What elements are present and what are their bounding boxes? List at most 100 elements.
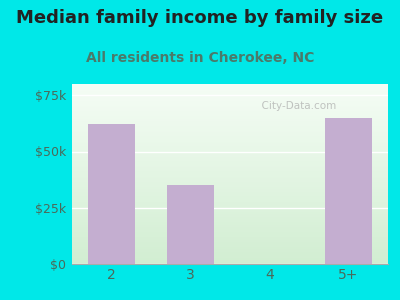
Bar	[72, 88, 388, 89]
Bar	[72, 148, 388, 149]
Bar	[72, 100, 388, 101]
Bar	[72, 227, 388, 228]
Bar	[72, 263, 388, 264]
Bar	[72, 130, 388, 131]
Bar	[72, 198, 388, 199]
Bar	[72, 151, 388, 152]
Bar	[72, 206, 388, 207]
Bar	[72, 191, 388, 192]
Bar	[72, 243, 388, 244]
Bar	[72, 259, 388, 260]
Bar	[72, 189, 388, 190]
Bar	[72, 209, 388, 210]
Bar	[72, 108, 388, 109]
Bar	[72, 160, 388, 161]
Bar	[72, 159, 388, 160]
Bar	[72, 134, 388, 135]
Bar	[72, 193, 388, 194]
Bar	[72, 196, 388, 197]
Bar	[167, 185, 214, 264]
Bar	[72, 181, 388, 182]
Bar	[72, 255, 388, 256]
Bar	[72, 98, 388, 99]
Bar	[72, 252, 388, 253]
Bar	[72, 237, 388, 238]
Bar	[72, 247, 388, 248]
Bar	[72, 217, 388, 218]
Bar	[72, 94, 388, 95]
Bar	[72, 199, 388, 200]
Bar	[72, 235, 388, 236]
Bar	[72, 169, 388, 170]
Bar	[72, 115, 388, 116]
Bar	[72, 182, 388, 183]
Bar	[72, 111, 388, 112]
Bar	[72, 207, 388, 208]
Bar	[72, 260, 388, 261]
Bar	[72, 132, 388, 133]
Bar	[72, 138, 388, 139]
Bar	[72, 173, 388, 174]
Bar	[72, 155, 388, 156]
Bar	[72, 168, 388, 169]
Bar	[72, 110, 388, 111]
Bar	[72, 118, 388, 119]
Bar	[72, 172, 388, 173]
Bar	[72, 114, 388, 115]
Bar	[72, 93, 388, 94]
Bar	[72, 140, 388, 141]
Bar	[72, 192, 388, 193]
Bar	[72, 239, 388, 240]
Bar	[72, 97, 388, 98]
Bar	[72, 174, 388, 175]
Bar	[72, 92, 388, 93]
Bar	[72, 131, 388, 132]
Bar	[72, 202, 388, 203]
Bar	[72, 166, 388, 167]
Bar	[72, 91, 388, 92]
Bar	[72, 225, 388, 226]
Bar	[72, 205, 388, 206]
Bar	[72, 236, 388, 237]
Text: Median family income by family size: Median family income by family size	[16, 9, 384, 27]
Bar	[72, 200, 388, 201]
Bar	[325, 118, 372, 264]
Bar	[72, 164, 388, 165]
Bar	[72, 214, 388, 215]
Bar	[72, 215, 388, 216]
Bar	[72, 244, 388, 245]
Bar	[72, 179, 388, 180]
Bar	[72, 167, 388, 168]
Bar	[72, 210, 388, 211]
Bar	[72, 223, 388, 224]
Bar	[72, 124, 388, 125]
Text: All residents in Cherokee, NC: All residents in Cherokee, NC	[86, 51, 314, 65]
Bar	[72, 232, 388, 233]
Bar	[72, 216, 388, 217]
Bar	[72, 101, 388, 102]
Bar	[72, 161, 388, 162]
Bar	[72, 208, 388, 209]
Bar	[72, 169, 388, 170]
Bar	[72, 133, 388, 134]
Bar	[72, 185, 388, 186]
Bar	[72, 187, 388, 188]
Bar	[72, 249, 388, 250]
Bar	[72, 234, 388, 235]
Bar	[72, 194, 388, 195]
Bar	[72, 262, 388, 263]
Bar	[72, 250, 388, 251]
Bar	[72, 203, 388, 204]
Bar	[72, 201, 388, 202]
Bar	[72, 113, 388, 114]
Bar	[72, 126, 388, 127]
Bar	[72, 127, 388, 128]
Bar	[72, 90, 388, 91]
Bar	[88, 124, 135, 264]
Bar	[72, 116, 388, 117]
Bar	[72, 87, 388, 88]
Bar	[72, 241, 388, 242]
Bar	[72, 149, 388, 150]
Bar	[72, 99, 388, 100]
Bar	[72, 213, 388, 214]
